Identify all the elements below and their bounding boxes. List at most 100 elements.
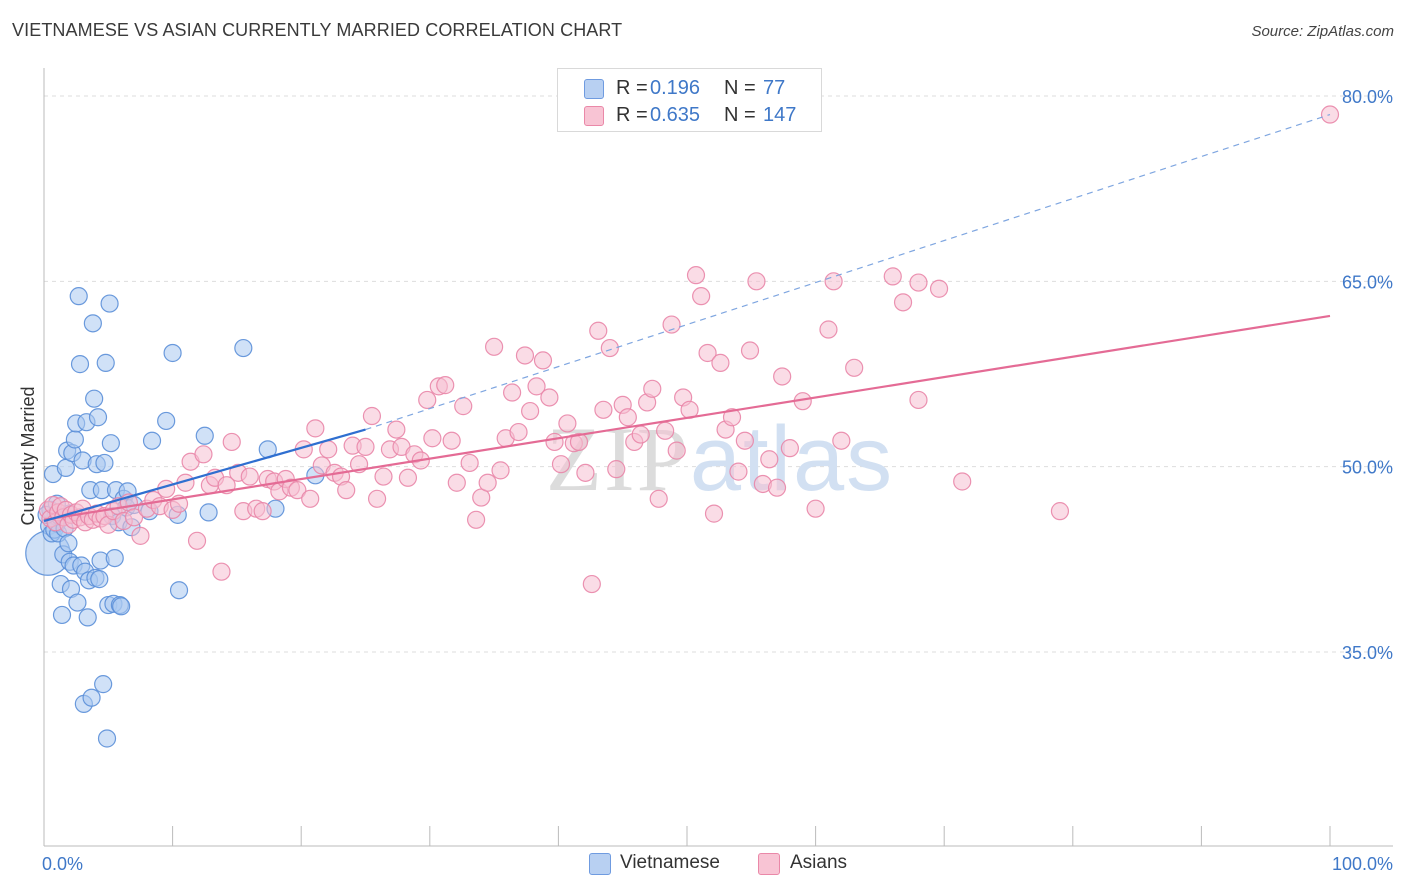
asian-point — [589, 321, 608, 340]
asian-point — [460, 453, 479, 473]
legend-r-label: R = — [616, 77, 648, 99]
asian-point — [521, 401, 540, 421]
asian-point — [569, 432, 589, 452]
legend-n-label: N = — [724, 104, 756, 126]
asian-point — [515, 346, 535, 365]
y-tick-label: 65.0% — [1342, 272, 1393, 292]
asian-point — [649, 489, 668, 508]
asian-point — [503, 383, 522, 402]
asian-point — [740, 341, 760, 360]
asian-point — [509, 422, 528, 442]
asian-point — [780, 439, 799, 458]
asian-point — [767, 478, 787, 497]
y-tick-label: 35.0% — [1342, 643, 1393, 663]
asian-point — [594, 400, 613, 419]
asian-point — [729, 462, 748, 481]
vietnamese-point — [78, 608, 97, 627]
asian-point — [491, 461, 510, 480]
asian-point — [545, 432, 564, 452]
legend-r-label: R = — [616, 104, 648, 126]
legend-swatch-asians — [584, 106, 604, 126]
bottom-legend-swatch-asians — [758, 853, 780, 875]
asian-point — [447, 473, 466, 492]
bottom-legend-vietnamese: Vietnamese — [620, 852, 720, 873]
asian-point — [301, 489, 320, 508]
legend-swatch-vietnamese — [584, 79, 604, 99]
legend-n-value: 77 — [763, 77, 786, 99]
vietnamese-point — [234, 338, 253, 358]
vietnamese-point — [90, 570, 109, 589]
asian-point — [436, 376, 455, 395]
asian-point — [551, 455, 571, 474]
vietnamese-point — [157, 411, 176, 431]
asian-point — [398, 468, 418, 487]
asian-point — [643, 379, 662, 398]
vietnamese-point — [88, 408, 108, 427]
legend-r-value: 0.196 — [650, 77, 701, 99]
asian-point — [735, 431, 754, 450]
asian-point — [656, 421, 675, 440]
vietnamese-point — [195, 426, 214, 445]
legend-row-asians: R = 0.635 N = 147 — [558, 102, 821, 128]
x-tick-label-max: 100.0% — [1332, 854, 1393, 874]
asian-point — [212, 562, 231, 581]
asian-point — [478, 473, 497, 492]
asian-point — [367, 489, 387, 508]
vietnamese-point — [101, 434, 120, 453]
axes — [43, 68, 1393, 847]
asian-point — [953, 472, 972, 491]
vietnamese-point — [163, 343, 182, 363]
asian-point — [909, 273, 928, 292]
vietnamese-point — [142, 431, 162, 450]
asian-point — [240, 467, 259, 486]
vietnamese-point — [96, 353, 115, 372]
asian-point — [124, 508, 144, 527]
asian-point — [374, 467, 393, 486]
asian-point — [747, 272, 766, 291]
vietnamese-point — [100, 294, 119, 313]
source-label: Source: ZipAtlas.com — [1251, 23, 1394, 40]
asian-point — [607, 460, 626, 479]
asian-point — [631, 425, 650, 444]
asian-point — [909, 390, 928, 410]
asian-point — [442, 431, 461, 450]
asian-point — [356, 437, 375, 456]
asian-point — [929, 279, 949, 298]
vietnamese-point — [169, 581, 189, 600]
vietnamese-point — [70, 355, 90, 374]
asian-point — [319, 440, 338, 459]
asian-point — [337, 481, 356, 500]
vietnamese-point — [68, 593, 87, 612]
vietnamese-point — [82, 688, 101, 707]
asian-point — [698, 343, 717, 363]
asian-point — [362, 406, 382, 426]
trend-lines — [43, 113, 1331, 523]
asian-point — [667, 441, 686, 460]
vietnamese-point — [52, 605, 72, 625]
asian-point — [686, 266, 706, 285]
y-tick-label: 50.0% — [1342, 458, 1393, 478]
asian-point — [387, 420, 406, 439]
asian-point — [582, 574, 601, 594]
asian-point — [131, 526, 150, 545]
asian-point — [187, 531, 207, 550]
vietnamese-point — [83, 314, 102, 333]
correlation-legend: R = 0.196 N = 77 R = 0.635 N = 147 — [557, 68, 822, 132]
asian-point — [253, 502, 272, 521]
asian-point — [893, 293, 913, 312]
bottom-legend-swatch-vietnamese — [589, 853, 611, 875]
asian-point — [806, 499, 825, 518]
legend-r-value: 0.635 — [650, 104, 701, 126]
asian-point — [527, 377, 546, 396]
legend-n-value: 147 — [763, 104, 797, 126]
axis-labels: 35.0% 50.0% 65.0% 80.0% 0.0% 100.0% Currently … — [18, 87, 1393, 874]
asian-point — [558, 414, 577, 433]
bottom-legend-asians: Asians — [790, 852, 848, 873]
asian-point — [662, 315, 681, 334]
grid-lines — [44, 95, 1393, 653]
asian-point — [466, 510, 486, 529]
vietnamese-point — [69, 287, 88, 306]
asian-point — [711, 353, 730, 372]
asian-point — [773, 367, 792, 386]
